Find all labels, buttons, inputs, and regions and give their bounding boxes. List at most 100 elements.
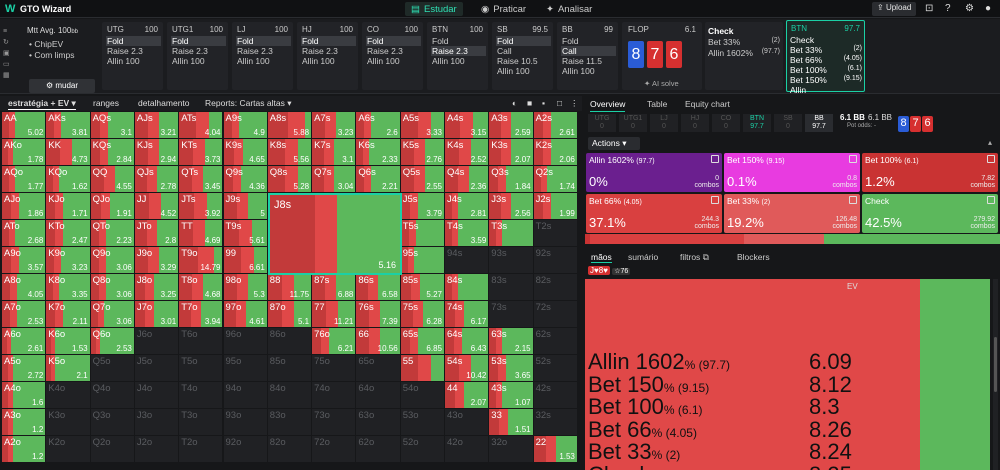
- hand-cell[interactable]: KTs 3.73: [179, 139, 223, 165]
- hand-cell[interactable]: A8o 4.05: [2, 274, 46, 300]
- action-option[interactable]: Fold: [496, 36, 551, 46]
- hand-cell[interactable]: Q5o: [90, 355, 134, 381]
- hand-cell[interactable]: A3o 1.2: [2, 409, 46, 435]
- action-option[interactable]: Raise 2.3: [302, 46, 338, 56]
- hand-cell[interactable]: AQo 1.77: [2, 166, 46, 192]
- action-box[interactable]: Bet 100% (6.1) 1.2% 7.82 combos: [862, 153, 998, 192]
- hand-cell[interactable]: T7o 3.94: [179, 301, 223, 327]
- player-utg1[interactable]: UTG1 0: [619, 114, 647, 132]
- position-utg[interactable]: UTG 100 Fold Raise 2.3 Allin 100: [102, 22, 163, 90]
- action-option[interactable]: Fold: [301, 36, 356, 46]
- hand-cell[interactable]: KK 4.73: [46, 139, 90, 165]
- help-icon[interactable]: ?: [945, 3, 951, 14]
- hand-cell[interactable]: J6o: [134, 328, 179, 354]
- bb-action[interactable]: Allin 1602% (97.7): [708, 48, 780, 58]
- hand-cell[interactable]: T3o: [179, 409, 223, 435]
- hand-cell[interactable]: A7o 2.53: [2, 301, 46, 327]
- hand-cell[interactable]: J4o: [134, 382, 179, 408]
- action-option[interactable]: Allin 100: [367, 56, 400, 66]
- hand-cell[interactable]: 65o: [356, 355, 400, 381]
- hand-cell[interactable]: A9s 4.9: [223, 112, 267, 138]
- hand-cell[interactable]: K6s 2.33: [356, 139, 400, 165]
- hand-cell[interactable]: T2s: [533, 220, 577, 246]
- btn-action[interactable]: Bet 66% (4.05): [790, 55, 862, 65]
- hand-cell[interactable]: A2o 1.2: [2, 436, 46, 462]
- history-icon[interactable]: ↻: [3, 39, 9, 46]
- hand-cell[interactable]: 97o 4.61: [223, 301, 267, 327]
- zoomed-cell[interactable]: J8s 5.16: [268, 193, 402, 275]
- hand-cell[interactable]: ATo 2.68: [2, 220, 46, 246]
- expand-icon[interactable]: [711, 196, 719, 204]
- gear-icon[interactable]: ⚙: [965, 3, 974, 14]
- hand-cell[interactable]: 85o: [267, 355, 312, 381]
- hand-cell[interactable]: Q2s 1.74: [533, 166, 577, 192]
- mudar-button[interactable]: ⚙ mudar: [29, 79, 95, 93]
- hand-cell[interactable]: 32s: [533, 409, 577, 435]
- hand-cell[interactable]: 42s: [533, 382, 577, 408]
- hand-cell[interactable]: A6o 2.61: [2, 328, 46, 354]
- hand-cell[interactable]: 73o: [312, 409, 356, 435]
- hand-cell[interactable]: 85s 5.27: [400, 274, 444, 300]
- hand-cell[interactable]: A6s 2.6: [356, 112, 400, 138]
- hand-cell[interactable]: T3s: [489, 220, 533, 246]
- hand-cell[interactable]: 74o: [312, 382, 356, 408]
- view-square-icon[interactable]: ■: [527, 98, 533, 108]
- hand-cell[interactable]: 93o: [223, 409, 267, 435]
- hand-cell[interactable]: Q3s 1.84: [489, 166, 533, 192]
- hand-cell[interactable]: 63s 2.15: [489, 328, 533, 354]
- hand-cell[interactable]: 75s 6.28: [400, 301, 444, 327]
- flop-panel[interactable]: FLOP 6.1 8 7 6 ✦ AI solve: [622, 22, 702, 90]
- hand-cell[interactable]: Q3o: [90, 409, 134, 435]
- view-large-icon[interactable]: □: [557, 98, 563, 108]
- action-option[interactable]: Allin 100: [172, 56, 205, 66]
- btn-action[interactable]: Allin: [790, 85, 862, 95]
- btn-action[interactable]: Bet 100% (6.1): [790, 65, 862, 75]
- hand-cell[interactable]: 95o: [223, 355, 267, 381]
- action-option[interactable]: Allin 100: [237, 56, 270, 66]
- hand-cell[interactable]: Q8s 5.28: [267, 166, 312, 192]
- grid-icon[interactable]: ▦: [3, 72, 10, 79]
- hand-cell[interactable]: K5s 2.76: [400, 139, 444, 165]
- action-box[interactable]: Bet 66% (4.05) 37.1% 244.3 combos: [586, 194, 722, 233]
- hand-cell[interactable]: 43s 1.07: [489, 382, 533, 408]
- hand-cell[interactable]: K4o: [46, 382, 90, 408]
- hand-cell[interactable]: A5o 2.72: [2, 355, 46, 381]
- hand-cell[interactable]: QJs 2.78: [134, 166, 179, 192]
- hand-cell[interactable]: K5o 2.1: [46, 355, 90, 381]
- hand-cell[interactable]: K8o 3.35: [46, 274, 90, 300]
- hand-cell[interactable]: 53o: [400, 409, 444, 435]
- hand-cell[interactable]: J4s 2.81: [445, 193, 489, 219]
- hand-cell[interactable]: T9s 5.61: [223, 220, 267, 246]
- table-icon[interactable]: ▭: [3, 61, 10, 68]
- action-option[interactable]: Raise 2.3: [107, 46, 143, 56]
- hand-cell[interactable]: ATs 4.04: [179, 112, 223, 138]
- position-lj[interactable]: LJ 100 Fold Raise 2.3 Allin 100: [232, 22, 293, 90]
- tab-ranges[interactable]: ranges: [93, 98, 119, 108]
- hand-cell[interactable]: AA 5.02: [2, 112, 46, 138]
- tab-estrategia[interactable]: estratégia + EV ▾: [8, 98, 76, 110]
- hand-cell[interactable]: Q2o: [90, 436, 134, 462]
- hand-cell[interactable]: Q7s 3.04: [312, 166, 356, 192]
- bb-action[interactable]: Bet 33% (2): [708, 37, 780, 47]
- logo-icon[interactable]: W: [5, 3, 16, 15]
- hand-cell[interactable]: T4o: [179, 382, 223, 408]
- action-option[interactable]: Fold: [106, 36, 161, 46]
- hand-cell[interactable]: T5s: [400, 220, 444, 246]
- position-utg1[interactable]: UTG1 100 Fold Raise 2.3 Allin 100: [167, 22, 228, 90]
- hand-cell[interactable]: K2o: [46, 436, 90, 462]
- hand-cell[interactable]: T8o 4.68: [179, 274, 223, 300]
- hand-cell[interactable]: KQo 1.62: [46, 166, 90, 192]
- hand-cell[interactable]: J5s 3.79: [400, 193, 444, 219]
- hand-cell[interactable]: 66 10.56: [356, 328, 400, 354]
- hand-cell[interactable]: J9o 3.29: [134, 247, 179, 273]
- hand-cell[interactable]: 43o: [445, 409, 489, 435]
- action-option[interactable]: Raise 11.5: [562, 56, 603, 66]
- hand-cell[interactable]: K7o 2.11: [46, 301, 90, 327]
- action-box[interactable]: Bet 150% (9.15) 0.1% 0.8 combos: [724, 153, 860, 192]
- hand-cell[interactable]: J5o: [134, 355, 179, 381]
- position-co[interactable]: CO 100 Fold Raise 2.3 Allin 100: [362, 22, 423, 90]
- hand-cell[interactable]: 64o: [356, 382, 400, 408]
- hand-cell[interactable]: 32o: [489, 436, 533, 462]
- hand-cell[interactable]: J2s 1.99: [533, 193, 577, 219]
- action-box[interactable]: Check 42.5% 279.92 combos: [862, 194, 998, 233]
